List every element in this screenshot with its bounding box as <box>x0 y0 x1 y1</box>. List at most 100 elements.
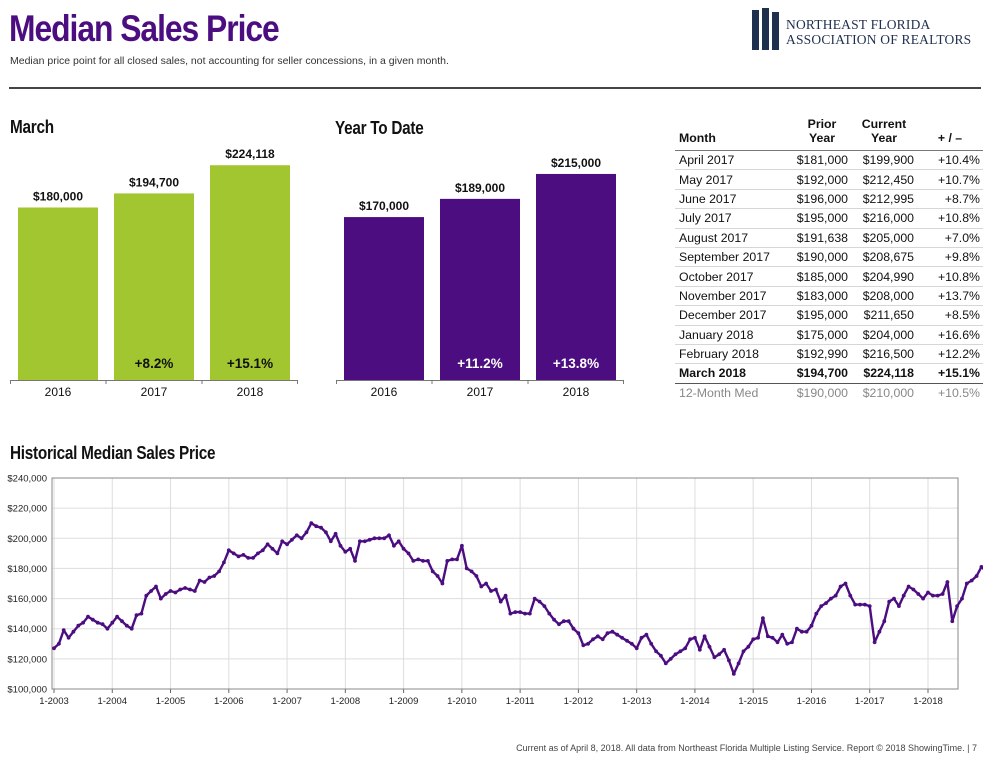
ytd-bar-value-label: $189,000 <box>455 181 505 195</box>
hist-data-point <box>197 578 202 583</box>
hist-data-point <box>712 655 717 660</box>
hist-data-point <box>144 593 149 598</box>
hist-data-point <box>314 524 319 529</box>
march-bar-value-label: $180,000 <box>33 190 83 204</box>
hist-data-point <box>207 575 212 580</box>
nefar-logo: NORTHEAST FLORIDA ASSOCIATION OF REALTOR… <box>752 8 977 52</box>
hist-x-tick-label: 1-2010 <box>447 696 477 707</box>
hist-data-point <box>688 637 692 642</box>
hist-x-tick-label: 1-2014 <box>680 696 710 707</box>
hist-data-point <box>231 551 236 556</box>
hist-data-point <box>644 632 649 637</box>
table-row-12-month-median: 12-Month Med $190,000 $210,000 +10.5% <box>675 383 983 402</box>
hist-data-point <box>100 622 105 627</box>
hist-data-point <box>901 593 906 598</box>
hist-data-point <box>853 602 858 607</box>
hist-data-point <box>275 551 280 556</box>
hist-data-point <box>270 546 275 551</box>
historical-line-chart: $100,000 $120,000 $140,000 $160,000 $180,000… <box>0 470 983 710</box>
hist-data-point <box>921 596 925 601</box>
hist-data-point <box>605 631 610 636</box>
hist-data-point <box>722 647 726 652</box>
table-row: September 2017 $190,000 $208,675 +9.8% <box>675 247 983 268</box>
hist-data-point <box>557 622 561 627</box>
hist-data-point <box>387 533 391 538</box>
cell-month: May 2017 <box>675 169 793 190</box>
hist-data-point <box>173 590 178 595</box>
hist-data-point <box>81 620 85 625</box>
hist-data-point <box>863 602 867 607</box>
hist-data-point <box>362 539 367 544</box>
cell-month: November 2017 <box>675 286 793 307</box>
hist-data-point <box>591 637 595 642</box>
hist-series-line <box>53 522 983 676</box>
hist-data-point <box>294 533 299 538</box>
hist-y-tick-label: $120,000 <box>7 654 47 665</box>
cell-month: December 2017 <box>675 305 793 326</box>
hist-data-point <box>848 593 853 598</box>
hist-data-point <box>382 536 387 541</box>
hist-data-point <box>52 646 56 651</box>
hist-data-point <box>348 546 353 551</box>
cell-prior: $191,638 <box>793 228 851 248</box>
hist-data-point <box>479 584 484 589</box>
cell-prior: $192,000 <box>793 169 851 190</box>
march-x-tick-label: 2018 <box>237 385 264 399</box>
march-bar-2017 <box>114 193 194 380</box>
hist-data-point <box>120 619 124 624</box>
hist-data-point <box>426 559 430 563</box>
hist-data-point <box>707 644 712 649</box>
cell-current: $204,990 <box>851 266 917 287</box>
hist-data-point <box>469 569 474 574</box>
hist-data-point <box>435 574 440 578</box>
hist-data-point <box>523 611 527 616</box>
hist-data-point <box>474 574 479 578</box>
hist-data-point <box>280 539 285 544</box>
table-row: August 2017 $191,638 $205,000 +7.0% <box>675 228 983 248</box>
hist-data-point <box>158 596 163 601</box>
hist-data-point <box>804 629 809 634</box>
nefar-logo-mark-icon <box>752 8 779 50</box>
march-bar-2016 <box>18 207 98 380</box>
hist-data-point <box>464 566 469 571</box>
th-change: + / – <box>917 115 983 151</box>
hist-data-point <box>76 623 81 628</box>
cell-current: $212,450 <box>851 169 917 190</box>
cell-change: +10.4% <box>917 150 983 171</box>
hist-data-point <box>358 539 362 544</box>
hist-data-point <box>761 616 765 621</box>
hist-data-point <box>625 638 629 643</box>
ytd-x-tick-label: 2016 <box>371 385 398 399</box>
cell-prior: $181,000 <box>793 150 851 171</box>
hist-data-point <box>440 581 445 586</box>
hist-data-point <box>66 635 71 640</box>
cell-change: +10.5% <box>937 386 980 401</box>
ytd-bar-value-label: $215,000 <box>551 156 601 170</box>
hist-data-point <box>489 589 493 593</box>
hist-data-point <box>178 587 183 592</box>
cell-change: +12.2% <box>917 344 983 365</box>
cell-change: +9.8% <box>917 247 983 268</box>
hist-data-point <box>654 649 658 654</box>
hist-data-point <box>377 536 382 541</box>
hist-plot-frame <box>51 477 959 690</box>
table-row: May 2017 $192,000 $212,450 +10.7% <box>675 169 983 190</box>
table-row: November 2017 $183,000 $208,000 +13.7% <box>675 286 983 307</box>
hist-data-point <box>309 521 314 526</box>
th-prior-year: Prior Year <box>793 115 851 151</box>
hist-data-point <box>324 530 328 535</box>
hist-x-tick-label: 1-2012 <box>564 696 594 707</box>
ytd-bar-value-label: $170,000 <box>359 199 409 213</box>
table-row: February 2018 $192,990 $216,500 +12.2% <box>675 344 983 365</box>
hist-data-point <box>328 539 333 544</box>
hist-data-point <box>785 641 790 646</box>
hist-data-point <box>139 611 144 616</box>
hist-data-point <box>256 551 260 556</box>
hist-data-point <box>872 640 877 645</box>
hist-x-tick-label: 1-2015 <box>738 696 768 707</box>
hist-data-point <box>518 610 522 614</box>
hist-data-point <box>367 537 372 542</box>
hist-data-point <box>552 617 556 622</box>
hist-x-tick-label: 1-2007 <box>272 696 302 707</box>
hist-data-point <box>246 556 251 560</box>
